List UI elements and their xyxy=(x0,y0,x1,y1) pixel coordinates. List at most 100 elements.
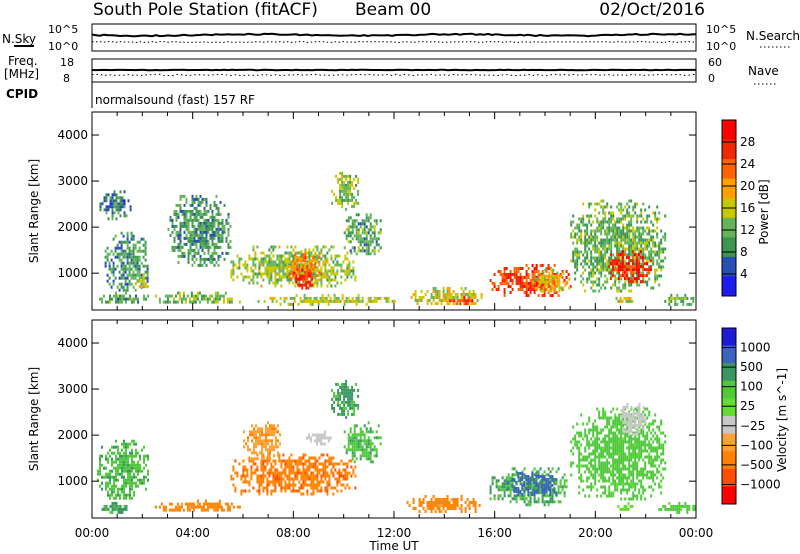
heatmap-cell xyxy=(121,463,123,467)
heatmap-cell xyxy=(246,480,249,484)
heatmap-cell xyxy=(117,487,119,491)
heatmap-cell xyxy=(459,299,462,303)
heatmap-cell xyxy=(606,443,609,447)
heatmap-cell xyxy=(195,218,198,222)
heatmap-cell xyxy=(615,296,618,300)
heatmap-cell xyxy=(664,214,667,218)
heatmap-cell xyxy=(335,394,338,398)
heatmap-cell xyxy=(193,200,196,204)
heatmap-cell xyxy=(608,494,611,498)
heatmap-cell xyxy=(99,469,101,473)
heatmap-cell xyxy=(501,273,504,276)
heatmap-cell xyxy=(288,254,291,258)
heatmap-cell xyxy=(614,232,617,236)
heatmap-cell xyxy=(193,218,196,222)
heatmap-cell xyxy=(501,482,504,486)
heatmap-cell xyxy=(499,270,502,273)
heatmap-cell xyxy=(188,502,191,506)
heatmap-cell xyxy=(195,233,198,237)
heatmap-cell xyxy=(531,288,534,291)
heatmap-cell xyxy=(343,231,346,235)
heatmap-cell xyxy=(301,268,304,272)
heatmap-cell xyxy=(308,468,311,472)
heatmap-cell xyxy=(662,235,665,239)
heatmap-cell xyxy=(189,212,192,216)
heatmap-cell xyxy=(450,293,453,296)
heatmap-cell xyxy=(320,453,323,457)
heatmap-cell xyxy=(286,257,289,261)
heatmap-cell xyxy=(272,266,275,270)
heatmap-cell xyxy=(410,296,413,299)
heatmap-cell xyxy=(335,198,338,202)
heatmap-cell xyxy=(275,436,277,440)
heatmap-cell xyxy=(193,248,196,252)
heatmap-cell xyxy=(341,382,344,386)
heatmap-cell xyxy=(511,273,514,276)
heatmap-cell xyxy=(307,433,310,437)
heatmap-cell xyxy=(326,269,329,273)
heatmap-cell xyxy=(616,226,619,230)
heatmap-cell xyxy=(345,415,348,419)
heatmap-cell xyxy=(179,245,182,249)
heatmap-cell xyxy=(171,224,174,228)
heatmap-cell xyxy=(646,247,649,251)
heatmap-cell xyxy=(582,265,585,269)
heatmap-cell xyxy=(351,180,354,184)
heatmap-cell xyxy=(507,476,510,480)
heatmap-cell xyxy=(342,260,345,264)
heatmap-cell xyxy=(256,468,259,472)
heatmap-cell xyxy=(248,480,251,484)
heatmap-cell xyxy=(286,474,289,478)
heatmap-cell xyxy=(350,275,353,279)
heatmap-cell xyxy=(574,440,577,444)
heatmap-cell xyxy=(203,224,206,228)
heatmap-cell xyxy=(211,257,214,261)
heatmap-cell xyxy=(629,259,632,263)
heatmap-cell xyxy=(606,470,609,474)
heatmap-cell xyxy=(654,214,657,218)
heatmap-cell xyxy=(271,424,273,428)
heatmap-cell xyxy=(584,241,587,245)
heatmap-cell xyxy=(621,253,624,257)
heatmap-cell xyxy=(290,483,293,487)
heatmap-cell xyxy=(200,297,203,301)
heatmap-cell xyxy=(254,468,257,472)
heatmap-cell xyxy=(606,232,609,236)
heatmap-cell xyxy=(257,436,259,440)
heatmap-cell xyxy=(604,491,607,495)
heatmap-cell xyxy=(232,468,235,472)
heatmap-cell xyxy=(185,242,188,246)
heatmap-cell xyxy=(293,271,296,275)
heatmap-cell xyxy=(535,270,538,273)
heatmap-cell xyxy=(334,254,337,258)
heatmap-cell xyxy=(210,502,213,506)
heatmap-cell xyxy=(654,277,657,281)
heatmap-cell xyxy=(127,472,129,476)
heatmap-cell xyxy=(103,475,105,479)
heatmap-cell xyxy=(649,259,652,263)
heatmap-cell xyxy=(610,473,613,477)
heatmap-cell xyxy=(628,199,631,203)
heatmap-cell xyxy=(580,220,583,224)
heatmap-cell xyxy=(367,243,370,247)
heatmap-cell xyxy=(111,211,114,215)
heatmap-cell xyxy=(347,195,350,199)
heatmap-cell xyxy=(133,454,135,458)
heatmap-cell xyxy=(436,290,439,293)
heatmap-cell xyxy=(312,284,315,288)
heatmap-cell xyxy=(337,397,340,401)
heatmap-cell xyxy=(634,211,637,215)
heatmap-cell xyxy=(503,288,506,291)
heatmap-cell xyxy=(126,267,129,271)
heatmap-cell xyxy=(531,270,534,273)
heatmap-cell xyxy=(177,245,180,249)
heatmap-cell xyxy=(357,222,360,226)
heatmap-cell xyxy=(215,227,218,231)
heatmap-cell xyxy=(230,502,233,506)
heatmap-cell xyxy=(316,480,319,484)
heatmap-cell xyxy=(340,281,343,285)
heatmap-cell xyxy=(616,220,619,224)
heatmap-cell xyxy=(598,247,601,251)
heatmap-cell xyxy=(244,468,247,472)
heatmap-cell xyxy=(113,294,115,298)
